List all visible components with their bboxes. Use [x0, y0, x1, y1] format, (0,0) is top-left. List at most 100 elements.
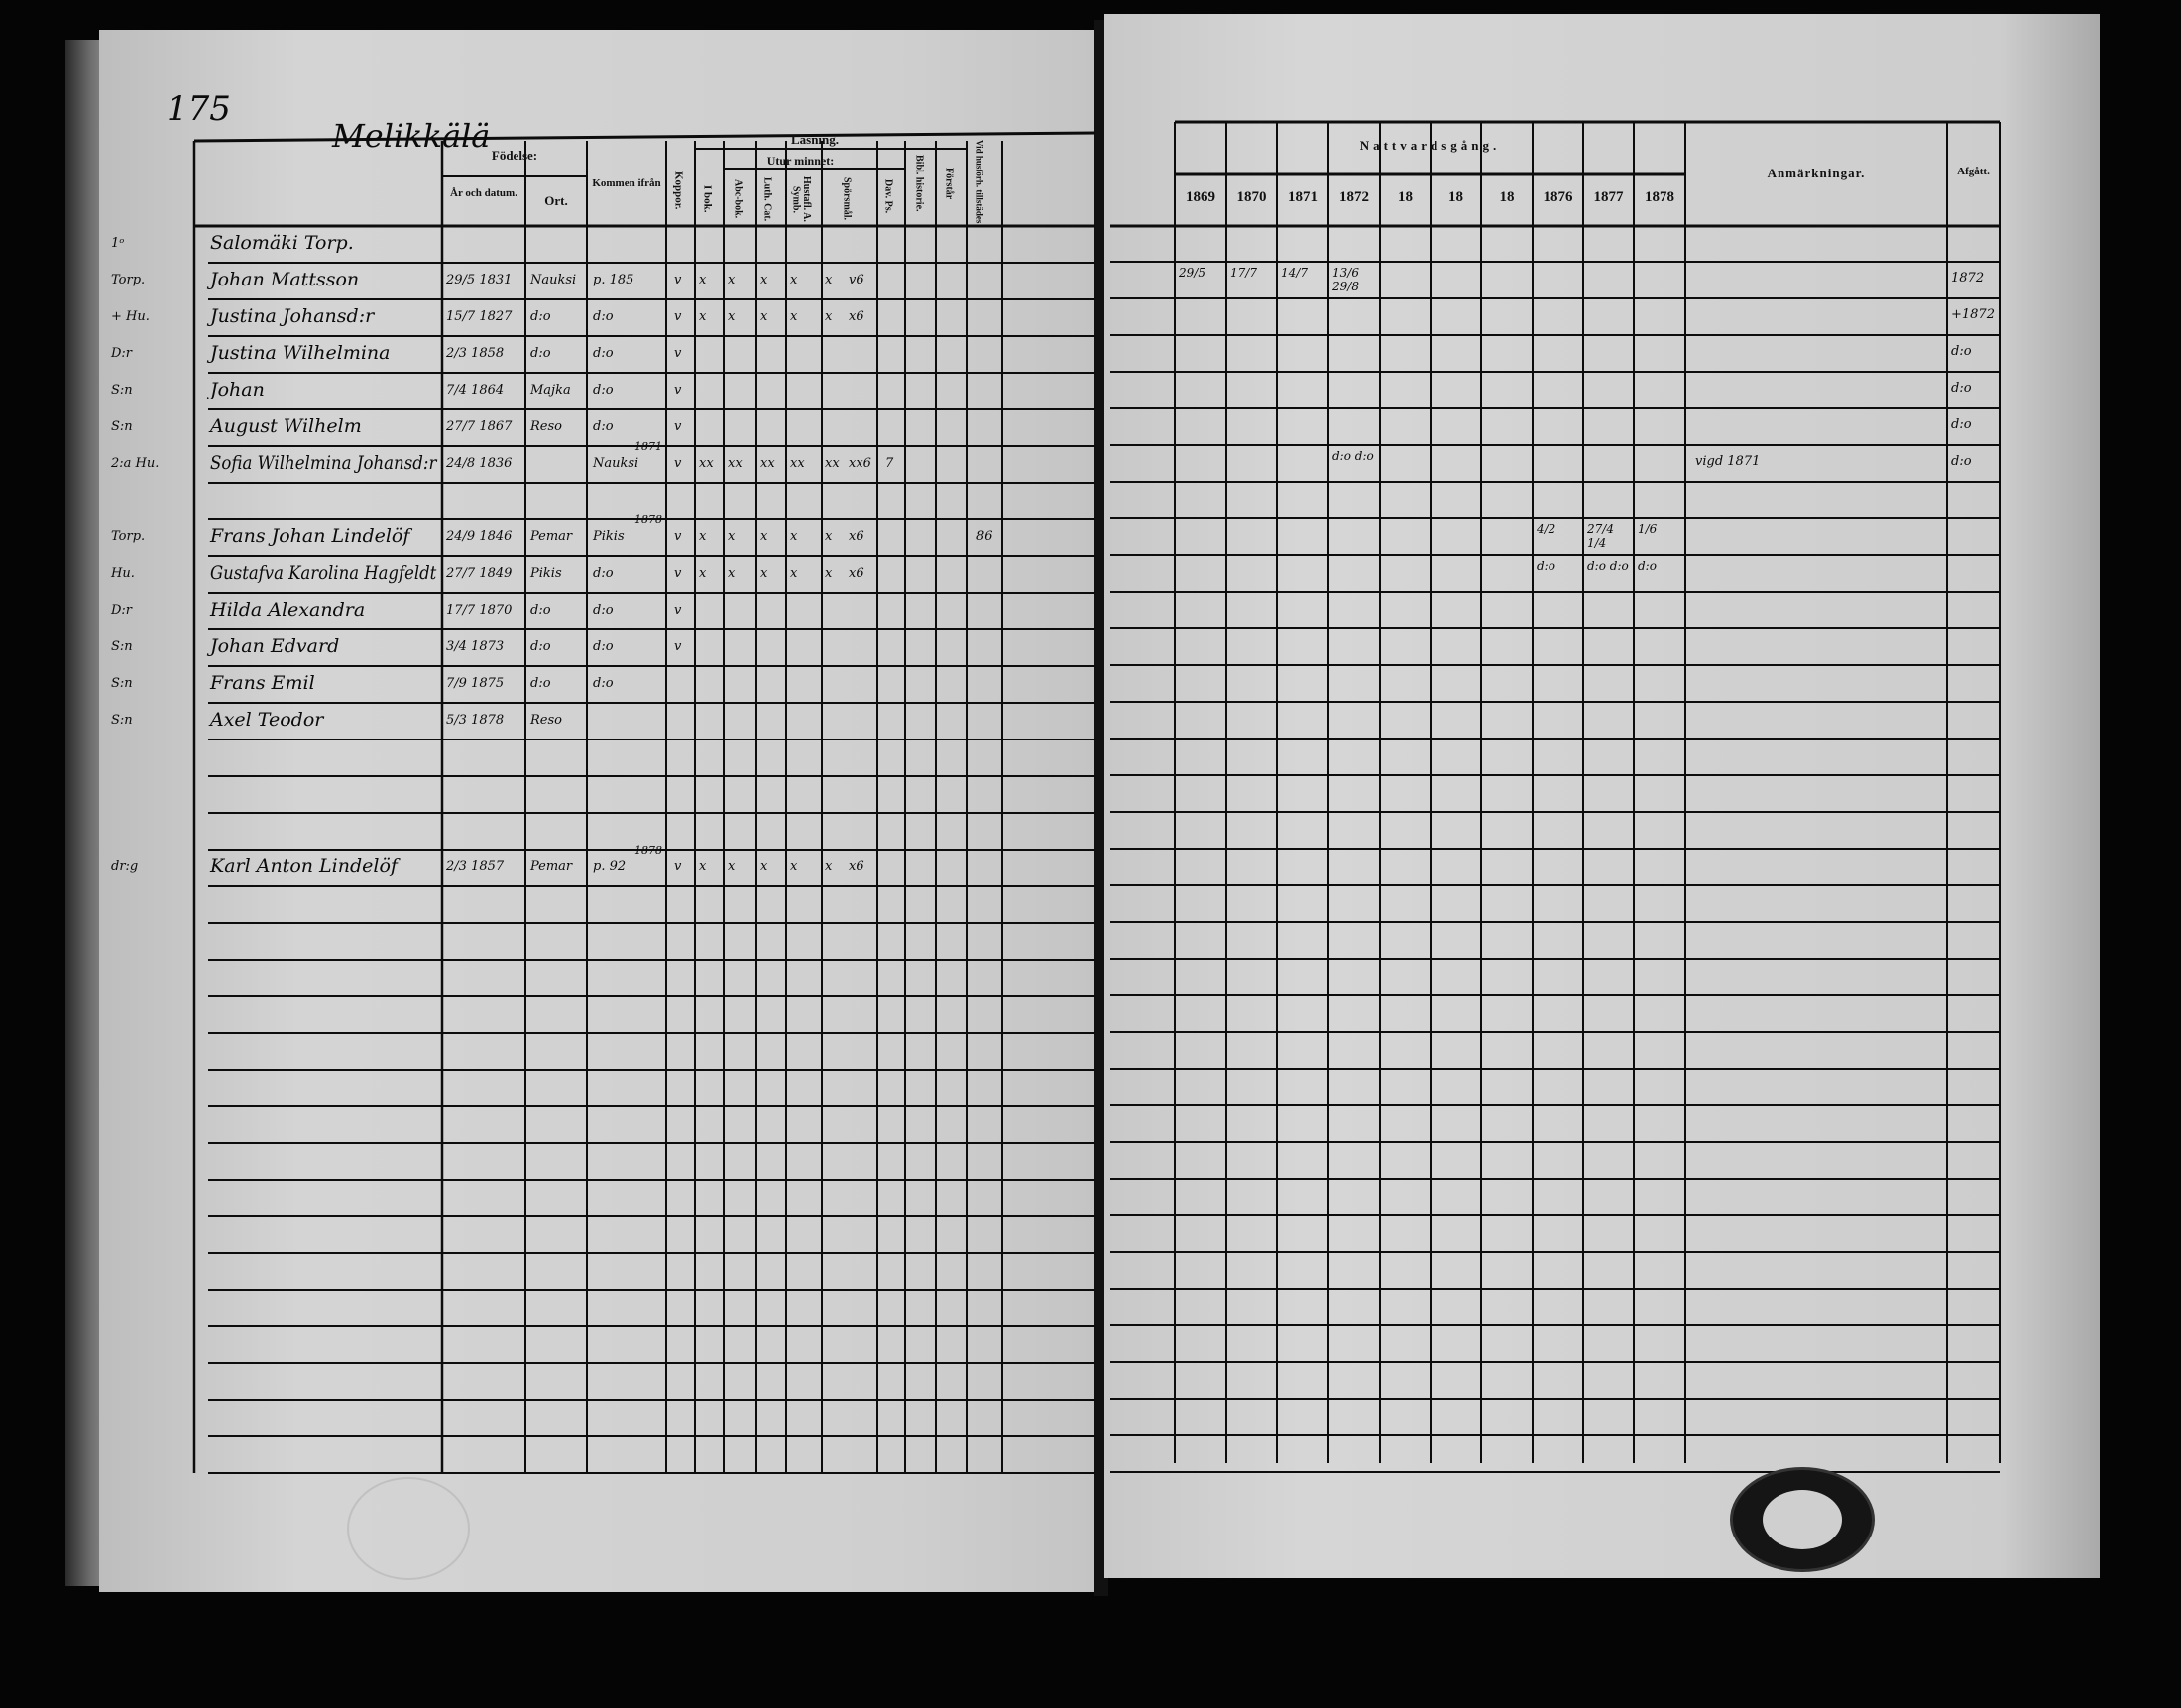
reading-mark: x6: [849, 859, 864, 874]
header-forstar: Förstår: [943, 167, 955, 200]
communion-date: 1/6: [1638, 522, 1658, 536]
moved-from: d:o: [593, 676, 614, 691]
person-name: August Wilhelm: [210, 415, 362, 437]
header-utur-minnet: Utur minnet:: [766, 154, 835, 168]
remark-note: vigd 1871: [1695, 454, 1761, 469]
communion-date: 13/6 29/8: [1332, 266, 1359, 293]
reading-mark: xx: [790, 456, 805, 471]
reading-mark: v6: [849, 273, 864, 287]
reading-mark: x: [728, 859, 736, 874]
birth-date: 24/9 1846: [446, 529, 513, 544]
header-year: 1877: [1593, 189, 1624, 205]
departed-note: d:o: [1951, 344, 1972, 359]
birth-place: Majka: [530, 383, 571, 398]
header-year: 1869: [1186, 189, 1215, 205]
person-name: Gustafva Karolina Hagfeldt: [210, 562, 437, 584]
reading-mark: xx: [825, 456, 840, 471]
departed-note: d:o: [1951, 381, 1972, 396]
village-name: Melikkälä: [332, 117, 491, 155]
person-name: Justina Wilhelmina: [210, 342, 391, 364]
header-ar-datum: År och datum.: [450, 187, 517, 199]
header-sporsmal: Spörsmål.: [841, 177, 853, 221]
header-top-rule: [193, 131, 1096, 143]
dav-ps-mark: 7: [885, 456, 894, 471]
communion-date: 17/7: [1230, 266, 1257, 280]
communion-date: d:o d:o: [1587, 559, 1629, 573]
archive-stamp: [1730, 1467, 1875, 1572]
header-lasning: Läsning.: [790, 132, 840, 147]
reading-mark: x: [825, 859, 833, 874]
reading-mark: x: [790, 309, 798, 324]
row-prefix: dr:g: [111, 859, 139, 874]
koppor-mark: v: [674, 309, 682, 324]
moved-from: d:o: [593, 603, 614, 618]
koppor-mark: v: [674, 639, 682, 654]
communion-date: 29/5: [1179, 266, 1205, 280]
header-dav-ps: Dav. Ps.: [882, 178, 894, 214]
reading-mark: x: [790, 566, 798, 581]
birth-place: Pemar: [530, 859, 573, 874]
header-vid-husforhor: Vid husförh. tillstädes: [975, 139, 985, 224]
row-prefix: 1ᵒ: [111, 236, 125, 251]
reading-mark: x: [825, 309, 833, 324]
birth-date: 3/4 1873: [446, 639, 505, 654]
birth-place: d:o: [530, 309, 551, 324]
row-prefix: D:r: [111, 346, 133, 361]
reading-mark: x: [760, 309, 768, 324]
birth-place: d:o: [530, 603, 551, 618]
koppor-mark: v: [674, 529, 682, 544]
birth-place: d:o: [530, 676, 551, 691]
reading-mark: x: [760, 566, 768, 581]
row-prefix: + Hu.: [111, 309, 150, 324]
departed-note: d:o: [1951, 454, 1972, 469]
row-prefix: Torp.: [111, 529, 146, 544]
reading-mark: x: [728, 273, 736, 287]
header-hustafl: Hustafl. A. Symb.: [790, 176, 813, 222]
header-year: 1870: [1236, 189, 1267, 205]
birth-date: 24/8 1836: [446, 456, 513, 471]
reading-mark: x: [790, 859, 798, 874]
person-name: Axel Teodor: [210, 709, 324, 731]
reading-mark: x: [699, 529, 707, 544]
birth-place: Pemar: [530, 529, 573, 544]
reading-mark: x6: [849, 309, 864, 324]
header-year: 1871: [1288, 189, 1318, 205]
header-luth-cat: Luth. Cat.: [761, 176, 773, 222]
reading-mark: x: [825, 566, 833, 581]
birth-date: 7/4 1864: [446, 383, 505, 398]
birth-place: Nauksi: [530, 273, 577, 287]
birth-date: 29/5 1831: [446, 273, 513, 287]
person-name: Sofia Wilhelmina Johansd:r: [210, 452, 437, 474]
communion-date: d:o: [1638, 559, 1657, 573]
departed-note: 1872: [1951, 271, 1985, 285]
header-year: 1872: [1339, 189, 1369, 205]
left-page: [99, 30, 1096, 1592]
departed-note: +1872: [1951, 307, 1995, 322]
communion-date: 14/7: [1281, 266, 1308, 280]
row-prefix: Torp.: [111, 273, 146, 287]
moved-from: d:o: [593, 309, 614, 324]
reading-mark: x: [728, 566, 736, 581]
birth-date: 2/3 1858: [446, 346, 505, 361]
koppor-mark: v: [674, 419, 682, 434]
birth-place: Reso: [530, 419, 562, 434]
header-bibl-historie: Bibl. historie.: [913, 155, 925, 212]
header-year: 1878: [1645, 189, 1674, 205]
header-afgatt: Afgått.: [1957, 166, 1990, 177]
header-year: 18: [1398, 189, 1413, 205]
person-name: Johan: [210, 379, 265, 400]
birth-place: d:o: [530, 346, 551, 361]
reading-mark: x: [699, 309, 707, 324]
moved-from-year: 1871: [634, 440, 662, 453]
reading-mark: x: [728, 309, 736, 324]
koppor-mark: v: [674, 346, 682, 361]
koppor-mark: v: [674, 273, 682, 287]
reading-mark: x: [699, 859, 707, 874]
header-koppor: Koppor.: [672, 171, 685, 210]
reading-mark: x6: [849, 529, 864, 544]
row-prefix: Hu.: [111, 566, 135, 581]
reading-mark: x: [699, 273, 707, 287]
koppor-mark: v: [674, 859, 682, 874]
header-kommen-ifran: Kommen ifrån: [592, 177, 661, 189]
